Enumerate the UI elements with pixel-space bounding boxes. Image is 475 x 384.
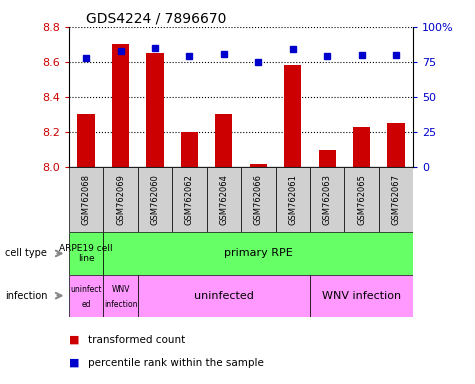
- Bar: [146, 53, 163, 167]
- Text: infection: infection: [104, 300, 137, 309]
- FancyBboxPatch shape: [344, 167, 379, 232]
- Text: GSM762069: GSM762069: [116, 174, 125, 225]
- FancyBboxPatch shape: [207, 167, 241, 232]
- Text: ARPE19 cell
line: ARPE19 cell line: [59, 244, 113, 263]
- FancyBboxPatch shape: [104, 275, 138, 317]
- Bar: [353, 127, 370, 167]
- Text: GSM762068: GSM762068: [82, 174, 91, 225]
- FancyBboxPatch shape: [138, 275, 310, 317]
- FancyBboxPatch shape: [69, 275, 104, 317]
- FancyBboxPatch shape: [69, 232, 104, 275]
- Text: ■: ■: [69, 335, 79, 345]
- Bar: [77, 114, 95, 167]
- Text: ed: ed: [81, 300, 91, 309]
- Text: WNV: WNV: [111, 285, 130, 294]
- Bar: [388, 123, 405, 167]
- Bar: [181, 132, 198, 167]
- Text: percentile rank within the sample: percentile rank within the sample: [88, 358, 264, 368]
- Text: GSM762067: GSM762067: [391, 174, 400, 225]
- Text: transformed count: transformed count: [88, 335, 185, 345]
- Text: ■: ■: [69, 358, 79, 368]
- FancyBboxPatch shape: [276, 167, 310, 232]
- Bar: [215, 114, 232, 167]
- Text: uninfected: uninfected: [194, 291, 254, 301]
- Text: infection: infection: [5, 291, 47, 301]
- FancyBboxPatch shape: [310, 275, 413, 317]
- Text: GSM762060: GSM762060: [151, 174, 160, 225]
- Text: GSM762066: GSM762066: [254, 174, 263, 225]
- Bar: [250, 164, 267, 167]
- FancyBboxPatch shape: [104, 232, 413, 275]
- FancyBboxPatch shape: [379, 167, 413, 232]
- Text: GSM762061: GSM762061: [288, 174, 297, 225]
- FancyBboxPatch shape: [241, 167, 276, 232]
- Text: GSM762065: GSM762065: [357, 174, 366, 225]
- Text: GSM762064: GSM762064: [219, 174, 228, 225]
- Text: uninfect: uninfect: [70, 285, 102, 294]
- Text: cell type: cell type: [5, 248, 47, 258]
- FancyBboxPatch shape: [172, 167, 207, 232]
- Text: primary RPE: primary RPE: [224, 248, 293, 258]
- FancyBboxPatch shape: [69, 167, 104, 232]
- Text: GSM762063: GSM762063: [323, 174, 332, 225]
- FancyBboxPatch shape: [138, 167, 172, 232]
- Text: GSM762062: GSM762062: [185, 174, 194, 225]
- Text: WNV infection: WNV infection: [322, 291, 401, 301]
- Text: GDS4224 / 7896670: GDS4224 / 7896670: [86, 12, 227, 26]
- FancyBboxPatch shape: [310, 167, 344, 232]
- Bar: [319, 149, 336, 167]
- Bar: [112, 45, 129, 167]
- FancyBboxPatch shape: [104, 167, 138, 232]
- Bar: [284, 65, 301, 167]
